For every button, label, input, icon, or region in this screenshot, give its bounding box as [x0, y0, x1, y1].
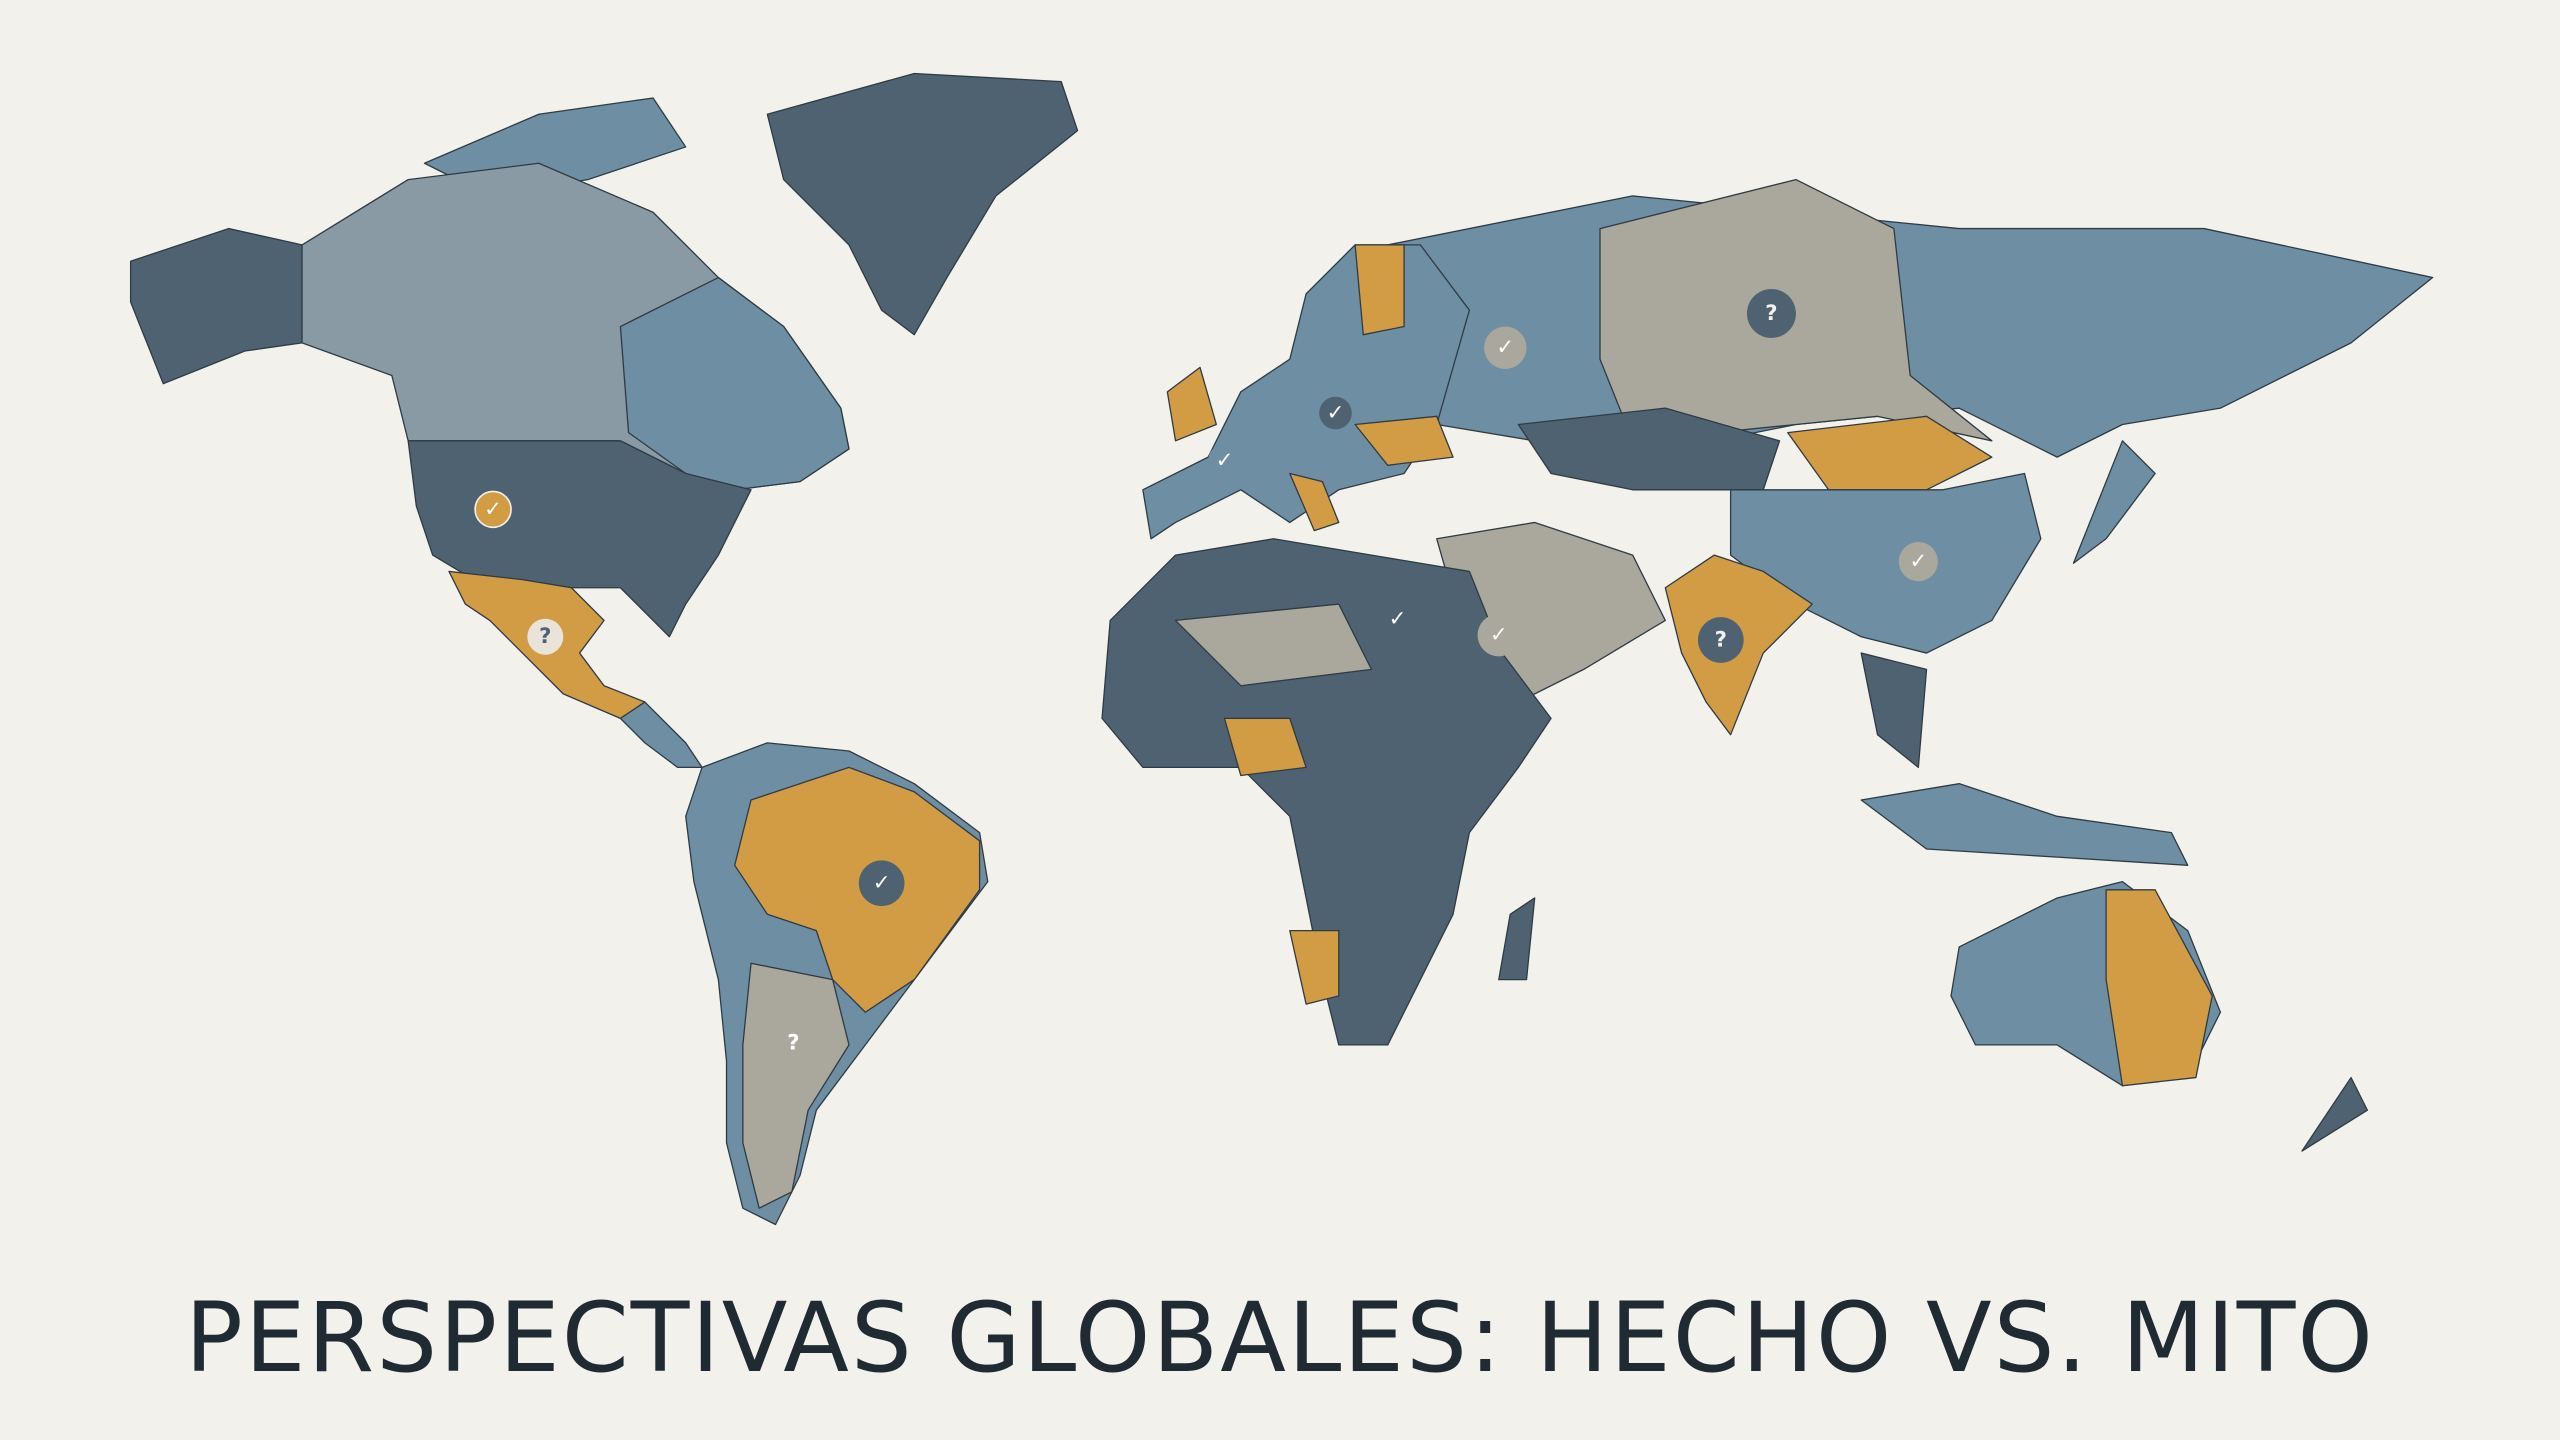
region-madagascar — [1498, 897, 1536, 981]
region-mongolia — [1787, 415, 1993, 491]
svg-text:✓: ✓ — [1216, 448, 1234, 473]
region-indonesia — [1860, 783, 2189, 866]
region-eastern-australia — [2105, 889, 2213, 1087]
svg-text:?: ? — [787, 1031, 799, 1056]
region-africa — [1101, 538, 1552, 1046]
region-southern-africa — [1289, 929, 1340, 1005]
page-title: PERSPECTIVAS GLOBALES: HECHO VS. MITO — [185, 1282, 2375, 1394]
svg-text:✓: ✓ — [1327, 401, 1345, 426]
svg-text:✓: ✓ — [1909, 549, 1927, 574]
question-icon: ? — [1697, 617, 1744, 663]
svg-text:?: ? — [1715, 627, 1727, 652]
svg-text:✓: ✓ — [873, 871, 891, 896]
check-icon: ✓ — [858, 860, 905, 907]
svg-text:?: ? — [1765, 301, 1777, 326]
region-alaska — [129, 227, 303, 385]
region-eastern-canada — [619, 276, 850, 491]
region-ukraine — [1354, 415, 1454, 466]
svg-text:?: ? — [539, 624, 551, 649]
check-icon: ✓ — [1898, 542, 1938, 582]
question-icon: ? — [1746, 288, 1796, 338]
region-italy — [1289, 472, 1340, 532]
check-icon: ✓ — [1319, 396, 1352, 430]
region-greenland — [766, 72, 1079, 336]
region-finland — [1354, 244, 1405, 336]
region-nigeria — [1223, 717, 1307, 777]
svg-text:✓: ✓ — [1389, 606, 1407, 631]
check-icon: ✓ — [1477, 613, 1520, 657]
region-central-america — [619, 701, 703, 768]
region-argentina — [742, 962, 850, 1209]
region-southeast-asia — [1860, 652, 1928, 768]
region-sahara — [1174, 603, 1373, 687]
region-brazil — [734, 766, 981, 1013]
question-icon: ? — [773, 1023, 814, 1063]
check-icon: ✓ — [1377, 599, 1418, 639]
check-icon: ✓ — [1208, 444, 1241, 477]
region-uk — [1166, 366, 1217, 442]
check-icon: ✓ — [1484, 326, 1527, 369]
svg-text:✓: ✓ — [1490, 623, 1508, 648]
svg-text:✓: ✓ — [484, 497, 502, 522]
svg-text:✓: ✓ — [1496, 335, 1514, 360]
region-new-zealand — [2301, 1076, 2368, 1152]
region-japan — [2072, 440, 2156, 564]
question-icon: ? — [527, 618, 564, 655]
check-icon: ✓ — [474, 490, 512, 529]
region-usa — [407, 440, 752, 638]
